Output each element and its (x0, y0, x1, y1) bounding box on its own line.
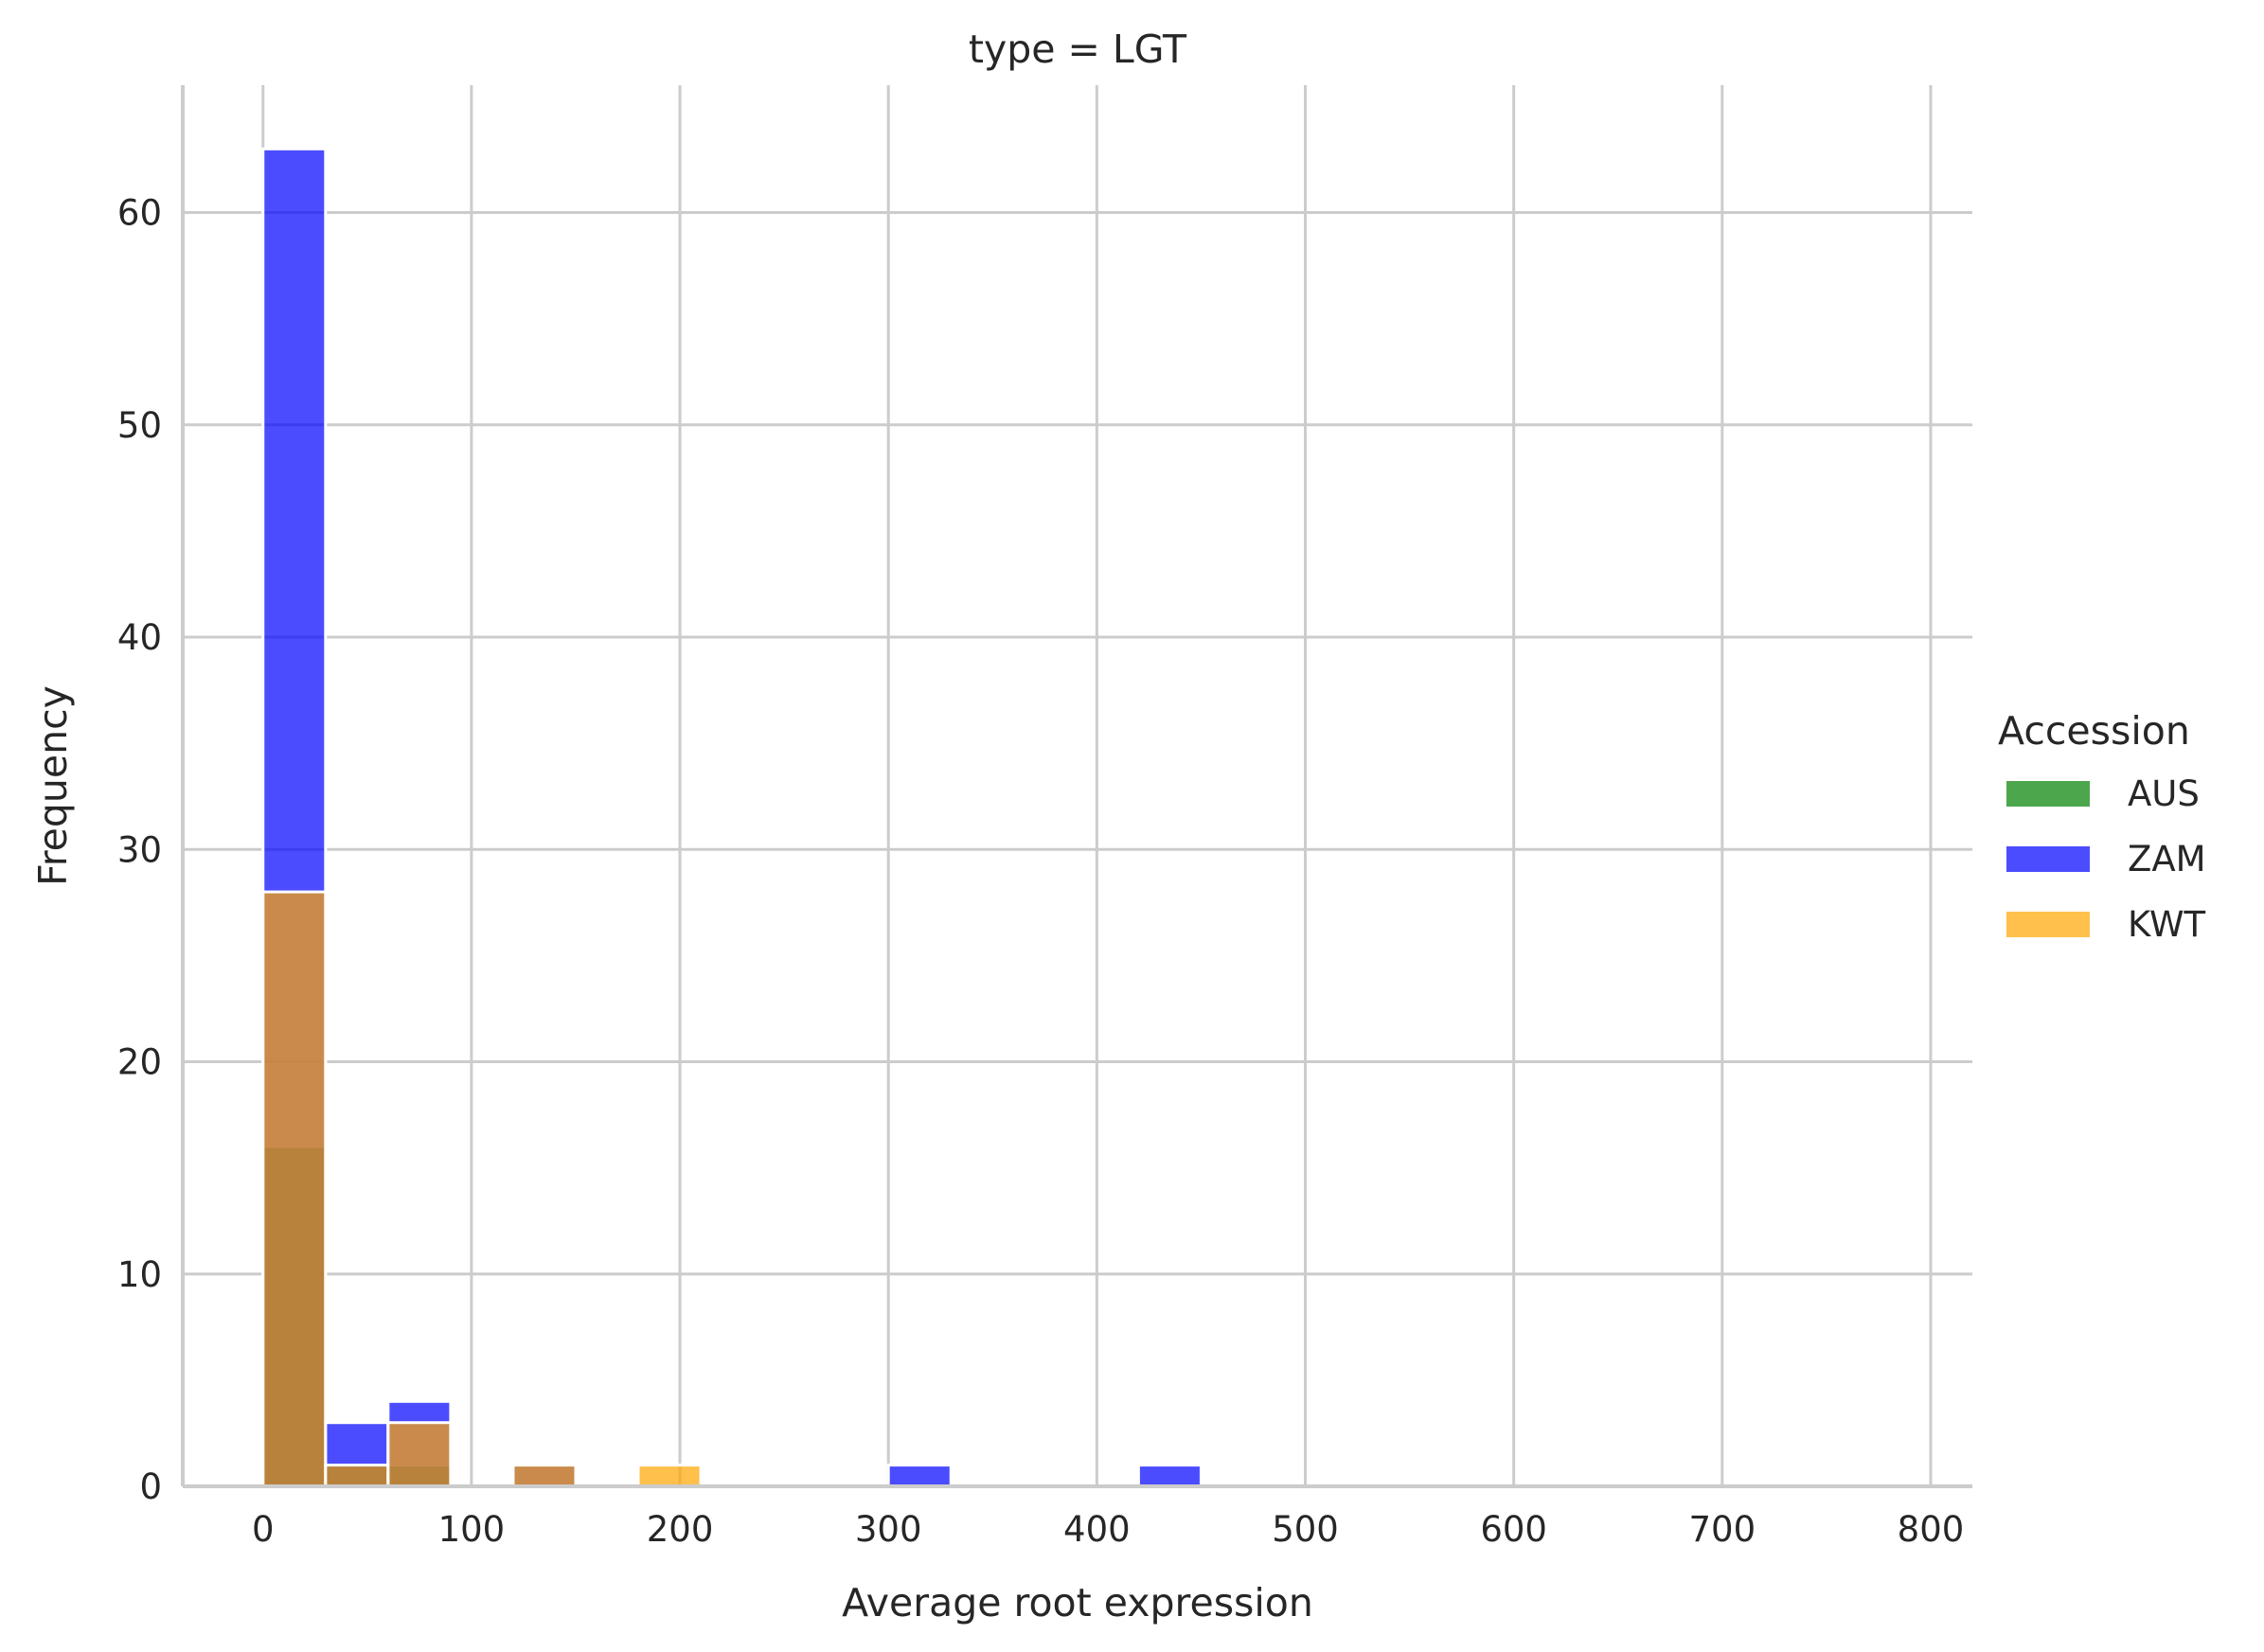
legend-items: AUS ZAM KWT (2006, 773, 2206, 945)
axes: 0 100 200 300 400 500 600 700 800 0 10 20 30 40 50 60 (117, 85, 1972, 1550)
x-tick-label: 500 (1272, 1509, 1339, 1550)
bar-zam (886, 1464, 953, 1488)
bar-kwt (386, 1421, 453, 1488)
y-tick-label: 30 (117, 829, 162, 870)
legend-label-zam: ZAM (2128, 839, 2206, 879)
bar-kwt (636, 1464, 703, 1488)
legend: Accession AUS ZAM KWT (1998, 708, 2206, 945)
y-tick-label: 10 (117, 1254, 162, 1295)
x-tick-label: 600 (1480, 1509, 1547, 1550)
x-axis-title: Average root expression (842, 1580, 1313, 1625)
legend-label-kwt: KWT (2128, 904, 2206, 945)
x-tick-label: 400 (1063, 1509, 1131, 1550)
x-tick-label: 100 (438, 1509, 506, 1550)
y-tick-label: 0 (139, 1466, 162, 1507)
legend-swatch-zam (2006, 846, 2090, 872)
legend-swatch-kwt (2006, 912, 2090, 937)
bar-zam (1136, 1464, 1203, 1488)
bar-kwt (324, 1464, 390, 1488)
grid (183, 85, 1972, 1488)
y-tick-label: 40 (117, 617, 162, 658)
legend-swatch-aus (2006, 781, 2090, 807)
x-tick-label: 700 (1689, 1509, 1756, 1550)
y-tick-label: 50 (117, 405, 162, 446)
y-tick-label: 20 (117, 1042, 162, 1083)
x-tick-label: 200 (647, 1509, 714, 1550)
x-tick-label: 800 (1898, 1509, 1965, 1550)
legend-label-aus: AUS (2128, 773, 2200, 814)
bar-kwt (511, 1464, 578, 1488)
x-tick-label: 0 (252, 1509, 275, 1550)
legend-title: Accession (1998, 708, 2190, 754)
histogram-bars (261, 147, 1203, 1488)
y-tick-label: 60 (117, 193, 162, 234)
x-tick-label: 300 (855, 1509, 922, 1550)
bar-kwt (261, 890, 328, 1488)
y-axis-title: Frequency (30, 685, 76, 886)
facet-title: type = LGT (969, 27, 1187, 72)
